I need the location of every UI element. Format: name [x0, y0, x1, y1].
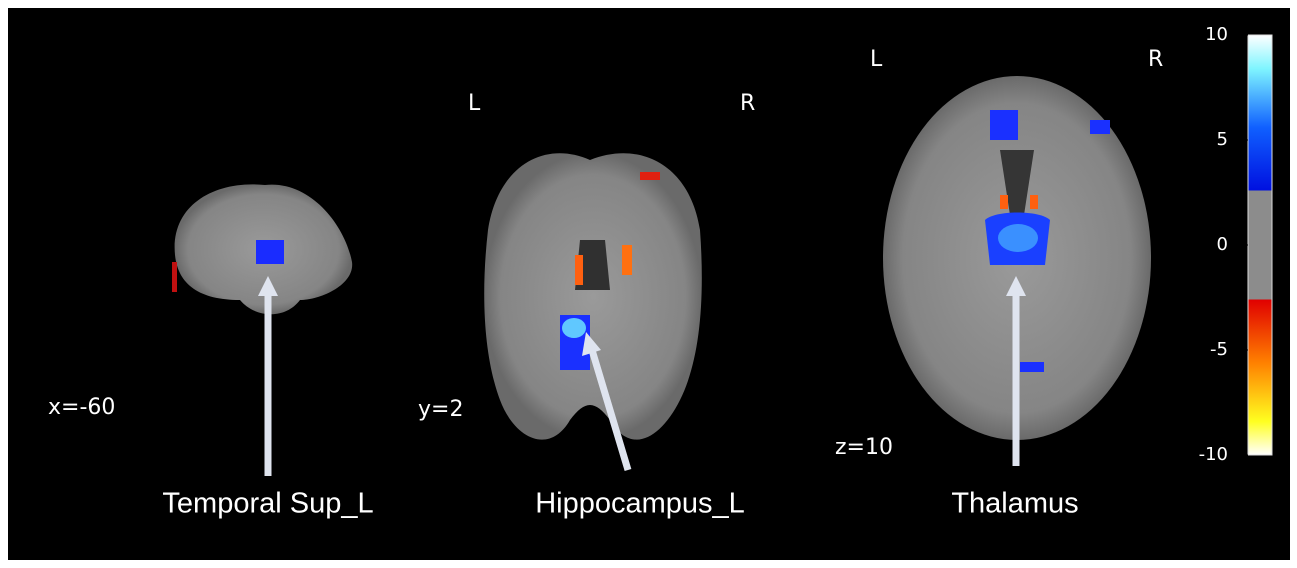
colorbar-tick-label: 0 [1217, 234, 1228, 255]
colorbar-tick-label: -5 [1210, 339, 1228, 360]
orientation-left: L [468, 91, 481, 116]
slice-coordinate: y=2 [418, 397, 463, 422]
colorbar-tick-label: -10 [1199, 444, 1228, 465]
colorbar [1248, 35, 1272, 455]
slice-coordinate: z=10 [835, 435, 893, 460]
region-annotation: Thalamus [951, 488, 1078, 520]
orientation-left: L [870, 47, 883, 72]
colorbar-tick-label: 5 [1217, 129, 1228, 150]
coronal-slice [484, 153, 702, 439]
figure: x=-60 Temporal Sup_L y=2 L R Hippocampus… [0, 0, 1297, 568]
region-annotation: Temporal Sup_L [162, 488, 373, 520]
colorbar-tick-label: 10 [1205, 24, 1228, 45]
orientation-right: R [740, 91, 755, 116]
orientation-right: R [1148, 47, 1163, 72]
slice-coordinate: x=-60 [48, 395, 115, 420]
region-annotation: Hippocampus_L [535, 488, 745, 520]
